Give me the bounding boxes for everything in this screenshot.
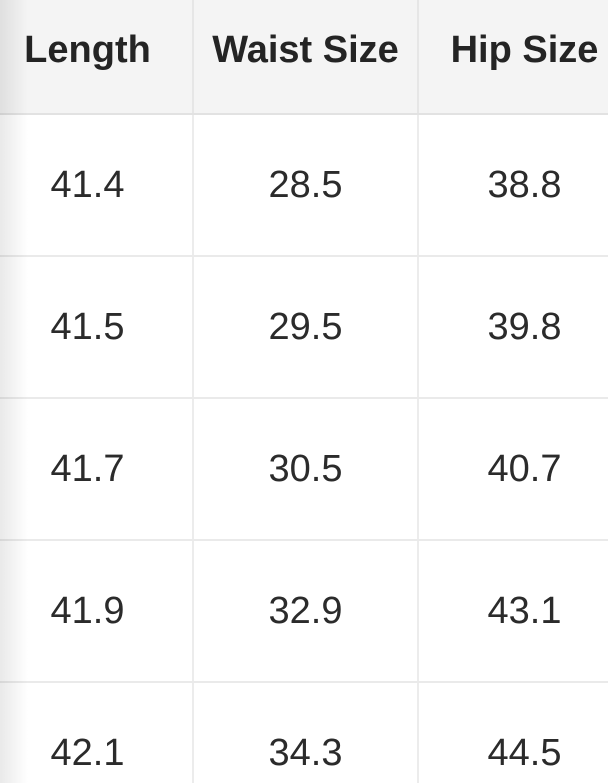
header-cell-hip-size: Hip Size bbox=[418, 0, 608, 115]
table-header: Length Waist Size Hip Size bbox=[0, 0, 608, 115]
header-cell-waist-size: Waist Size bbox=[193, 0, 419, 115]
cell-length: 42.1 bbox=[0, 682, 194, 783]
header-row: Length Waist Size Hip Size bbox=[0, 0, 608, 115]
table-row: 41.7 30.5 40.7 bbox=[0, 398, 608, 541]
table-row: 41.4 28.5 38.8 bbox=[0, 114, 608, 257]
cell-waist-size: 29.5 bbox=[193, 256, 419, 399]
cell-length: 41.9 bbox=[0, 540, 194, 683]
cell-waist-size: 34.3 bbox=[193, 682, 419, 783]
cell-length: 41.5 bbox=[0, 256, 194, 399]
cell-hip-size: 44.5 bbox=[418, 682, 608, 783]
cell-length: 41.7 bbox=[0, 398, 194, 541]
cell-waist-size: 30.5 bbox=[193, 398, 419, 541]
table-body: 41.4 28.5 38.8 41.5 29.5 39.8 41.7 30.5 … bbox=[0, 114, 608, 783]
cell-waist-size: 28.5 bbox=[193, 114, 419, 257]
cell-length: 41.4 bbox=[0, 114, 194, 257]
table-row: 42.1 34.3 44.5 bbox=[0, 682, 608, 783]
table-row: 41.9 32.9 43.1 bbox=[0, 540, 608, 683]
cell-hip-size: 43.1 bbox=[418, 540, 608, 683]
header-cell-length: Length bbox=[0, 0, 194, 115]
cell-hip-size: 38.8 bbox=[418, 114, 608, 257]
cell-hip-size: 40.7 bbox=[418, 398, 608, 541]
cell-waist-size: 32.9 bbox=[193, 540, 419, 683]
cell-hip-size: 39.8 bbox=[418, 256, 608, 399]
table-row: 41.5 29.5 39.8 bbox=[0, 256, 608, 399]
